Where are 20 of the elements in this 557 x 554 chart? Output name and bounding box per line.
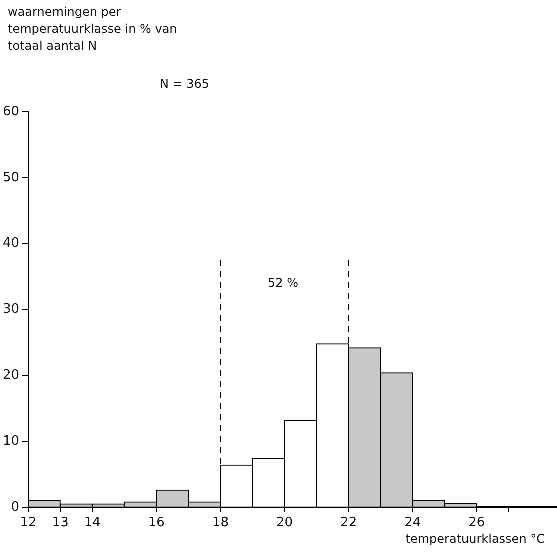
- y-tick-label: 10: [2, 434, 20, 449]
- y-tick-label: 50: [2, 170, 20, 186]
- x-tick-label: 22: [340, 516, 358, 531]
- x-tick-label: 12: [20, 516, 37, 531]
- y-axis-title: waarnemingen per temperatuurklasse in % van totaal aantal N: [8, 4, 178, 55]
- y-tick-label: 20: [2, 368, 20, 383]
- x-tick-label: 16: [148, 516, 165, 531]
- x-tick-label: 13: [52, 516, 69, 531]
- x-tick-label: 26: [468, 516, 486, 531]
- y-tick-label: 40: [2, 236, 20, 252]
- x-tick-label: 24: [404, 516, 422, 531]
- x-tick-label: 20: [276, 516, 294, 531]
- annotation: 52 %: [268, 275, 298, 292]
- y-tick-label: 60: [2, 104, 20, 120]
- y-tick-label: 30: [2, 302, 20, 318]
- x-tick-label: 14: [84, 516, 101, 531]
- x-axis-title: temperatuurklassen °C: [406, 531, 545, 548]
- text: N = 365: [160, 76, 210, 93]
- x-tick-label: 18: [212, 516, 229, 531]
- y-tick-label: 0: [11, 500, 20, 515]
